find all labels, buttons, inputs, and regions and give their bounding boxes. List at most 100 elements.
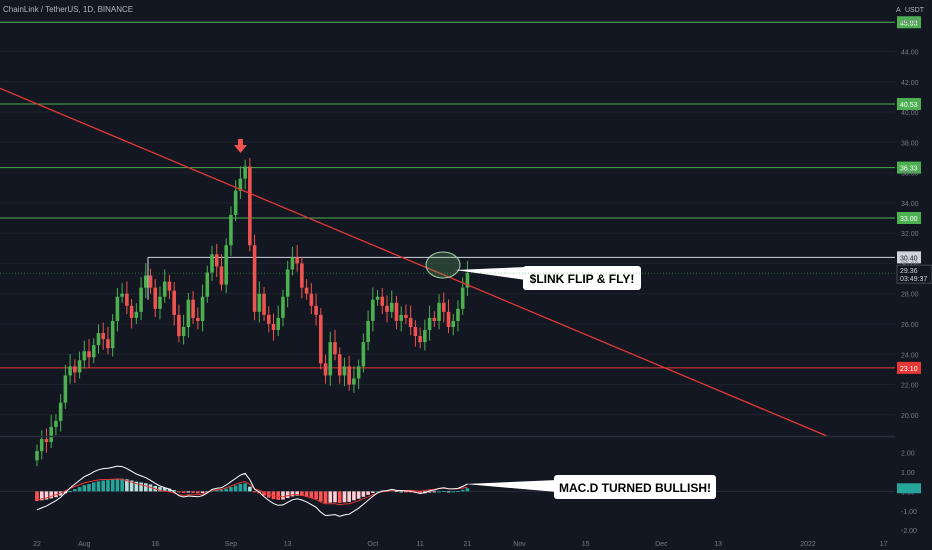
candle xyxy=(214,254,219,267)
macd-histogram-bar xyxy=(262,491,266,496)
candle xyxy=(129,305,134,318)
candle xyxy=(172,290,176,315)
candle xyxy=(281,296,285,318)
macd-histogram-bar xyxy=(82,485,87,492)
time-tick-label: 13 xyxy=(714,541,722,548)
candle xyxy=(35,451,39,461)
time-tick-label: 17 xyxy=(880,541,888,548)
level-label: 45.93 xyxy=(900,20,918,27)
candle xyxy=(347,366,351,385)
macd-histogram-bar xyxy=(323,491,328,504)
candle xyxy=(441,302,446,312)
candle xyxy=(139,287,143,312)
macd-histogram-bar xyxy=(404,491,408,493)
price-callout[interactable]: $LINK FLIP & FLY! xyxy=(455,266,641,290)
macd-axis[interactable]: 2.001.000.00-1.00-2.00 xyxy=(897,451,921,536)
level-badge xyxy=(897,98,921,111)
macd-histogram-bar xyxy=(196,491,200,494)
macd-line xyxy=(36,465,468,517)
macd-histogram-bar xyxy=(285,491,290,498)
candle xyxy=(134,311,139,318)
macd-histogram-bar xyxy=(158,487,162,492)
macd-histogram-bar xyxy=(366,491,370,495)
current-price-badge xyxy=(896,264,932,284)
macd-histogram-bar xyxy=(134,481,139,492)
price-tick-label: 32.00 xyxy=(901,231,919,238)
candle xyxy=(49,426,53,443)
candle xyxy=(101,333,106,340)
macd-histogram-bar xyxy=(399,491,404,493)
candle xyxy=(385,305,389,312)
candle xyxy=(437,302,441,321)
candle xyxy=(446,311,451,327)
candle xyxy=(106,339,110,349)
candle xyxy=(427,317,432,331)
macd-tick-label: -1.00 xyxy=(901,509,917,516)
candle xyxy=(191,299,195,318)
candle xyxy=(361,342,366,367)
macd-histogram-bar xyxy=(224,488,228,492)
descending-trendline[interactable] xyxy=(0,30,828,437)
macd-histogram-bar xyxy=(49,491,53,499)
level-label: 30.40 xyxy=(900,255,918,262)
time-axis[interactable]: 22Aug16Sep13Oct1121Nov15Dec13202217Feb xyxy=(33,541,932,548)
macd-histogram-bar xyxy=(300,491,304,497)
horizontal-levels[interactable]: 45.93 40.53 36.33 33.00 30.40 23.10 xyxy=(0,16,921,374)
price-tick-label: 26.00 xyxy=(901,322,919,329)
level-label: 23.10 xyxy=(900,366,918,373)
chart-title: ChainLink / TetherUS, 1D, BINANCE xyxy=(3,5,133,14)
candle xyxy=(120,293,124,297)
level-label: 36.33 xyxy=(900,166,918,173)
candle xyxy=(158,296,162,309)
macd-histogram-bar xyxy=(106,480,110,492)
candle xyxy=(460,287,465,309)
macd-histogram-bar xyxy=(214,489,219,492)
macd-histogram-bar xyxy=(229,487,233,492)
candle xyxy=(399,314,404,321)
price-tick-label: 36.00 xyxy=(901,171,919,178)
candle xyxy=(394,302,399,321)
candle xyxy=(243,166,247,179)
macd-histogram-bar xyxy=(125,479,129,492)
candle xyxy=(39,439,44,452)
price-tick-label: 34.00 xyxy=(901,201,919,208)
candle xyxy=(371,299,375,321)
time-tick-label: 16 xyxy=(151,541,159,548)
macd-histogram-bar xyxy=(309,491,314,498)
scale-mode-label[interactable]: A xyxy=(896,7,901,14)
macd-histogram-bar xyxy=(432,491,437,493)
candle xyxy=(300,263,304,288)
price-tick-label: 28.00 xyxy=(901,292,919,299)
candle xyxy=(366,320,370,343)
candle xyxy=(413,327,418,337)
candle xyxy=(271,323,276,331)
price-tick-label: 20.00 xyxy=(901,413,919,420)
price-axis[interactable]: 46.00 44.00 42.00 40.00 38.00 36.00 34.00 32.00… xyxy=(0,19,932,420)
countdown-label: 03:49:37 xyxy=(900,276,927,283)
candle xyxy=(73,366,77,373)
candle xyxy=(252,245,257,312)
macd-pane xyxy=(0,465,895,517)
macd-value-badge xyxy=(897,483,921,494)
candle xyxy=(219,266,224,285)
candle xyxy=(248,166,252,246)
macd-tick-label: 1.00 xyxy=(901,470,915,477)
macd-histogram-bar xyxy=(328,491,333,503)
macd-callout[interactable]: MAC.D TURNED BULLISH! xyxy=(465,475,716,499)
time-tick-label: 2022 xyxy=(800,541,816,548)
macd-histogram-bar xyxy=(68,490,72,492)
macd-histogram-bar xyxy=(337,491,342,504)
trendline[interactable] xyxy=(0,30,828,437)
candle xyxy=(125,293,129,306)
level-label: 40.53 xyxy=(900,102,918,109)
candle xyxy=(205,272,210,297)
macd-histogram-bar xyxy=(172,490,176,492)
macd-tick-label: 2.00 xyxy=(901,451,915,458)
level-badge xyxy=(897,161,921,174)
candle xyxy=(314,305,318,315)
candle xyxy=(432,317,437,321)
candle xyxy=(181,327,186,337)
macd-histogram-bar xyxy=(39,491,44,501)
macd-histogram-bar xyxy=(162,487,167,492)
